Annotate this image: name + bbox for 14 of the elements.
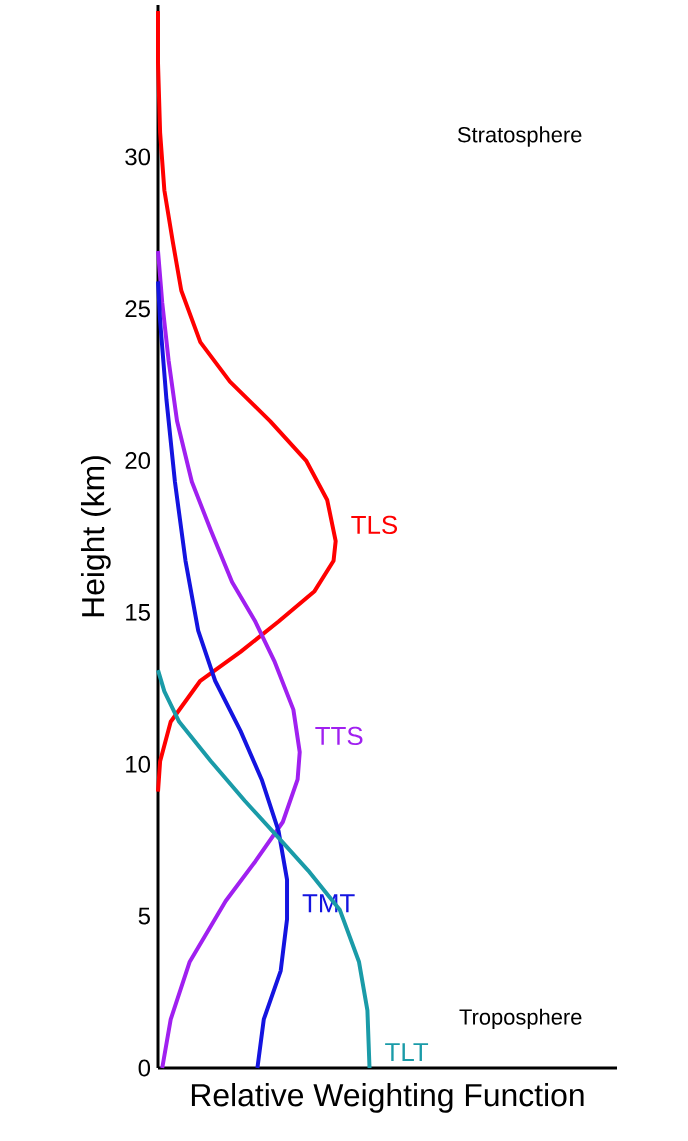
y-tick-label: 20 (125, 452, 151, 470)
y-tick-label: 10 (126, 755, 151, 773)
series-label: TLS (351, 515, 398, 535)
x-axis-title: Relative Weighting Function (191, 1083, 584, 1113)
y-tick-label: 15 (126, 604, 150, 621)
y-tick-label: 0 (138, 1059, 151, 1077)
y-tick-label: 30 (125, 148, 151, 166)
y-tick-label: 25 (125, 300, 150, 318)
series-label: TLT (385, 1043, 429, 1061)
y-tick-label: 5 (138, 907, 150, 925)
series-label: TTS (315, 726, 363, 746)
text: Troposphere (459, 1008, 582, 1030)
text: Stratosphere (457, 126, 582, 147)
y-axis-title: Height (km) (80, 456, 111, 617)
